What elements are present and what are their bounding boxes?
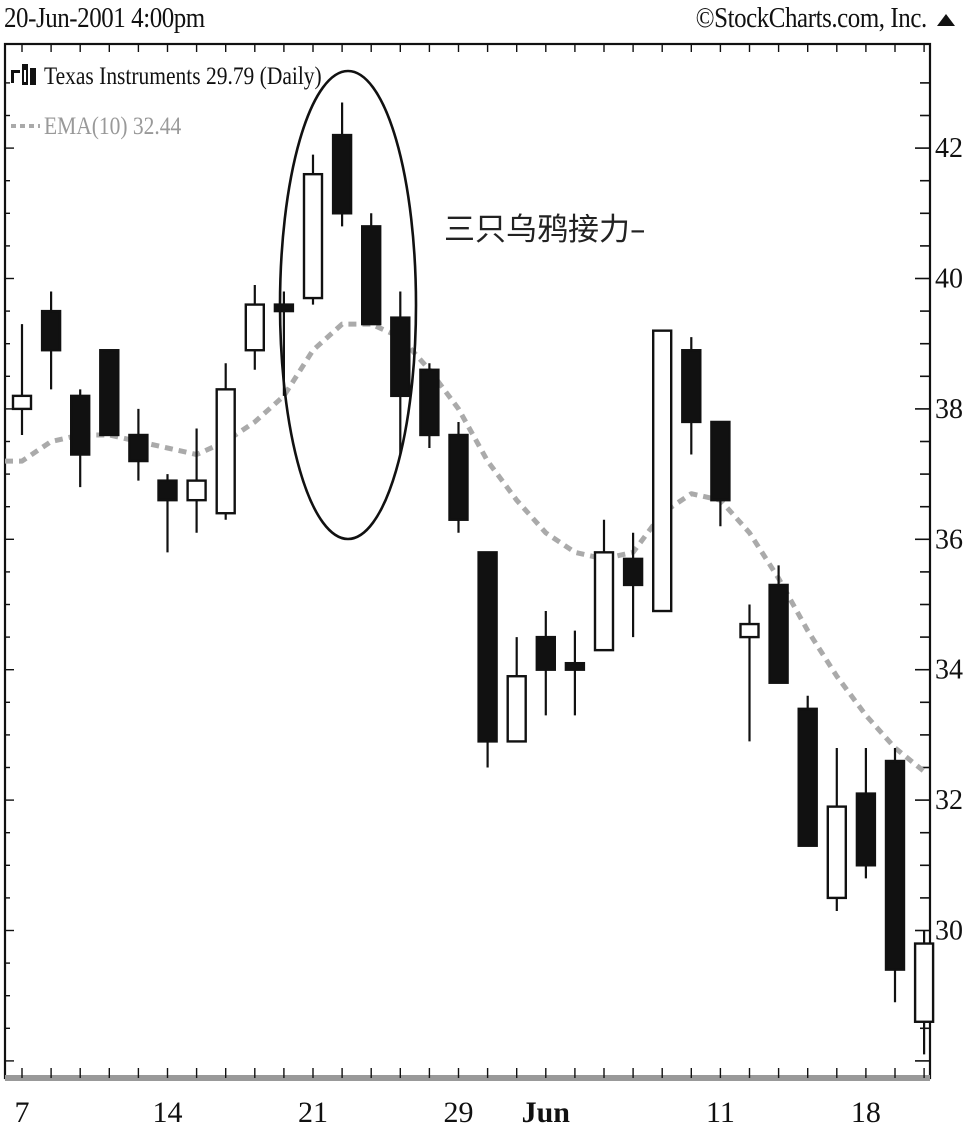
candle (681, 337, 702, 455)
candle-body-down (477, 551, 498, 743)
candle (913, 930, 935, 1055)
candle-body-up (652, 329, 673, 613)
candle-body-up (593, 551, 615, 652)
candle (128, 408, 149, 481)
candle-body-down (448, 433, 469, 521)
bar-chart-icon (11, 64, 36, 85)
candle-body-down (69, 394, 91, 456)
candle (826, 747, 847, 911)
candle (622, 532, 644, 638)
candle (768, 565, 789, 684)
candle (390, 291, 411, 455)
candle (652, 329, 673, 613)
candle (506, 637, 527, 743)
copyright-text: ©StockCharts.com, Inc. (695, 2, 928, 34)
candle (448, 421, 469, 533)
y-tick-label: 42 (935, 133, 963, 164)
candle-body-down (157, 479, 178, 502)
candle-body-down (622, 557, 644, 587)
candle (797, 695, 818, 847)
ema-line (5, 321, 926, 774)
candle (419, 363, 440, 449)
candle-body-up (215, 388, 236, 515)
candle-body-down (390, 316, 411, 398)
ema-series (5, 321, 926, 774)
candle-body-up (186, 479, 207, 502)
candle-body-down (855, 792, 877, 867)
candle-series (11, 102, 935, 1055)
candle (535, 611, 556, 716)
candle-body-down (361, 225, 382, 326)
annotation-ellipse (278, 69, 418, 541)
candle-body-up (739, 622, 760, 639)
candle (244, 285, 266, 370)
candle-body-down (331, 133, 353, 215)
candle-body-down (564, 661, 586, 671)
candle-body-up (913, 942, 935, 1023)
candle-body-down (768, 583, 789, 684)
up-arrow-icon[interactable] (937, 14, 955, 26)
candle (40, 291, 62, 390)
candle (477, 551, 498, 768)
x-tick-label: 29 (444, 1096, 474, 1129)
candle (564, 630, 586, 716)
candle (593, 519, 615, 652)
candle-body-down (273, 303, 295, 313)
candle (11, 324, 33, 435)
y-tick-label: 30 (935, 916, 963, 947)
candle (739, 604, 760, 742)
candle (331, 102, 353, 227)
candle-body-up (826, 805, 847, 900)
y-tick-label: 34 (935, 655, 963, 686)
candle-body-down (99, 349, 120, 437)
candle (186, 428, 207, 533)
x-tick-label: 21 (298, 1096, 328, 1129)
candle-body-down (128, 433, 149, 463)
candle (884, 747, 906, 1003)
candle (215, 363, 236, 520)
candle-body-up (302, 172, 324, 300)
candle-body-down (535, 635, 556, 671)
candle (361, 213, 382, 326)
candle-body-up (244, 303, 266, 352)
legend-symbol-label: Texas Instruments 29.79 (Daily) (44, 63, 322, 91)
candle-body-up (506, 675, 527, 743)
x-tick-label: 11 (706, 1096, 735, 1129)
chart-date-header: 20-Jun-2001 4:00pm (4, 2, 205, 34)
candle-body-down (797, 707, 818, 847)
candle (302, 154, 324, 305)
candle-body-down (710, 420, 731, 502)
annotation-text: 三只乌鸦接力– (444, 212, 646, 248)
candle (710, 420, 731, 527)
candle-body-down (419, 368, 440, 437)
y-tick-label: 36 (935, 524, 963, 555)
chart-legend: Texas Instruments 29.79 (Daily) EMA(10) … (11, 63, 322, 141)
candle-body-down (681, 349, 702, 424)
y-tick-label: 32 (935, 785, 963, 816)
x-axis-ticks: 7 14 21 29 Jun 11 18 (15, 44, 925, 1129)
x-tick-label: Jun (522, 1096, 571, 1129)
x-tick-label: 18 (851, 1096, 881, 1129)
candle (99, 349, 120, 437)
candle (69, 389, 91, 488)
y-tick-label: 38 (935, 394, 963, 425)
candle-body-down (40, 309, 62, 352)
candle (855, 747, 877, 879)
candle-body-up (11, 394, 33, 411)
y-tick-label: 40 (935, 264, 963, 295)
x-tick-label: 7 (15, 1096, 30, 1129)
y-axis-ticks: 30 32 34 36 38 40 42 (5, 82, 963, 1062)
chart-frame (3, 42, 932, 1081)
candle (157, 474, 178, 553)
candle-body-down (884, 759, 906, 971)
annotation-group: 三只乌鸦接力– (278, 69, 646, 541)
x-tick-label: 14 (153, 1096, 183, 1129)
legend-ema-label: EMA(10) 32.44 (44, 113, 182, 141)
